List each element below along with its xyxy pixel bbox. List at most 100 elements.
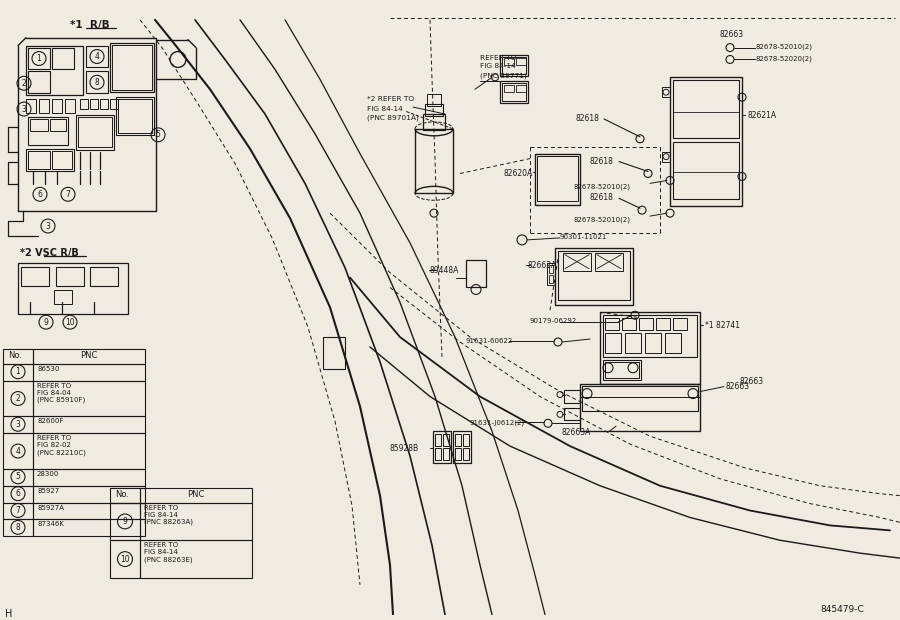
Bar xyxy=(50,119,66,131)
Text: 82618: 82618 xyxy=(590,157,614,166)
Bar xyxy=(26,46,83,95)
Bar xyxy=(463,434,469,446)
Bar xyxy=(3,417,33,433)
Text: 82618: 82618 xyxy=(575,114,598,123)
Bar xyxy=(3,433,33,469)
Bar xyxy=(665,333,681,353)
Text: 82663A: 82663A xyxy=(562,428,591,437)
Bar xyxy=(86,71,108,93)
Bar xyxy=(3,469,33,485)
Bar xyxy=(112,45,152,91)
Bar xyxy=(673,318,687,330)
Text: 90301-11021: 90301-11021 xyxy=(560,234,608,240)
Text: 5: 5 xyxy=(156,130,160,140)
Text: 89448A: 89448A xyxy=(430,266,459,275)
Text: 2: 2 xyxy=(15,394,21,403)
Bar xyxy=(670,78,742,206)
Bar xyxy=(580,384,700,432)
Text: 82662A: 82662A xyxy=(528,261,557,270)
Bar xyxy=(564,409,580,420)
Text: 8: 8 xyxy=(15,523,21,532)
Text: REFER TO
FIG 84-14
(PNC 88263E): REFER TO FIG 84-14 (PNC 88263E) xyxy=(144,542,193,563)
Text: 90179-06292: 90179-06292 xyxy=(530,318,577,324)
Bar xyxy=(52,151,72,169)
Bar xyxy=(516,58,526,66)
Text: 85927A: 85927A xyxy=(37,505,64,511)
Text: 4: 4 xyxy=(94,52,99,61)
Bar xyxy=(656,318,670,330)
Bar xyxy=(28,117,68,144)
Text: FIG 84-14: FIG 84-14 xyxy=(480,63,516,69)
Bar xyxy=(673,142,739,199)
Text: *1 82741: *1 82741 xyxy=(705,321,740,330)
Bar xyxy=(28,71,50,93)
Bar xyxy=(110,99,118,109)
Bar xyxy=(564,389,580,404)
Bar xyxy=(3,520,33,536)
Text: 82618: 82618 xyxy=(590,193,614,202)
Bar xyxy=(502,83,526,101)
Text: 8: 8 xyxy=(94,78,99,87)
Bar xyxy=(582,386,698,412)
Bar xyxy=(645,333,661,353)
Bar xyxy=(26,149,74,170)
Bar xyxy=(52,99,62,113)
Bar xyxy=(76,115,114,149)
Bar xyxy=(26,99,36,113)
Text: 5: 5 xyxy=(15,472,21,481)
Bar xyxy=(516,86,526,92)
Text: 3: 3 xyxy=(15,420,21,429)
Bar xyxy=(56,267,84,286)
Text: *1  R/B: *1 R/B xyxy=(70,20,110,30)
Text: 10: 10 xyxy=(65,317,75,327)
Bar xyxy=(33,469,145,485)
Text: 10: 10 xyxy=(121,555,130,564)
Bar xyxy=(30,119,48,131)
Bar xyxy=(504,86,514,92)
Text: PNC: PNC xyxy=(80,351,98,360)
Bar xyxy=(415,129,453,193)
Bar xyxy=(555,248,633,305)
Bar xyxy=(33,433,145,469)
Text: 82663: 82663 xyxy=(726,382,750,391)
Bar xyxy=(28,151,50,169)
Bar xyxy=(140,503,252,540)
Bar xyxy=(662,87,670,97)
Bar xyxy=(33,349,145,364)
Text: 82678-52010(2): 82678-52010(2) xyxy=(573,216,630,223)
Text: No.: No. xyxy=(8,351,22,360)
Bar xyxy=(662,152,670,162)
Bar xyxy=(54,290,72,304)
Text: 85927: 85927 xyxy=(37,488,59,494)
Text: 7: 7 xyxy=(15,506,21,515)
Text: 9: 9 xyxy=(43,317,49,327)
Text: REFER TO
FIG 82-02
(PNC 82210C): REFER TO FIG 82-02 (PNC 82210C) xyxy=(37,435,86,456)
Bar xyxy=(639,318,653,330)
Bar xyxy=(28,48,50,69)
Text: 4: 4 xyxy=(15,446,21,456)
Bar xyxy=(673,81,739,138)
Bar xyxy=(110,540,140,578)
Bar xyxy=(65,99,75,113)
Text: *2 REFER TO: *2 REFER TO xyxy=(367,96,414,102)
Bar xyxy=(502,56,526,74)
Bar xyxy=(425,104,443,116)
Bar xyxy=(500,81,528,103)
Text: FIG 84-14: FIG 84-14 xyxy=(367,106,403,112)
Bar xyxy=(504,58,514,66)
Bar xyxy=(455,448,461,460)
Bar xyxy=(549,265,553,273)
Bar xyxy=(118,99,152,133)
Bar xyxy=(558,251,630,300)
Bar xyxy=(90,267,118,286)
Text: *2 VSC R/B: *2 VSC R/B xyxy=(20,248,79,258)
Bar xyxy=(80,99,88,109)
Text: 91631-J0612(2): 91631-J0612(2) xyxy=(470,419,525,426)
Text: 91631-60622: 91631-60622 xyxy=(465,338,512,344)
Bar xyxy=(33,485,145,503)
Bar xyxy=(140,488,252,503)
Text: REFER TO
FIG 84-14
(PNC 88263A): REFER TO FIG 84-14 (PNC 88263A) xyxy=(144,505,193,525)
Text: 82621A: 82621A xyxy=(748,111,777,120)
Bar xyxy=(605,333,621,353)
Text: H: H xyxy=(5,609,13,619)
